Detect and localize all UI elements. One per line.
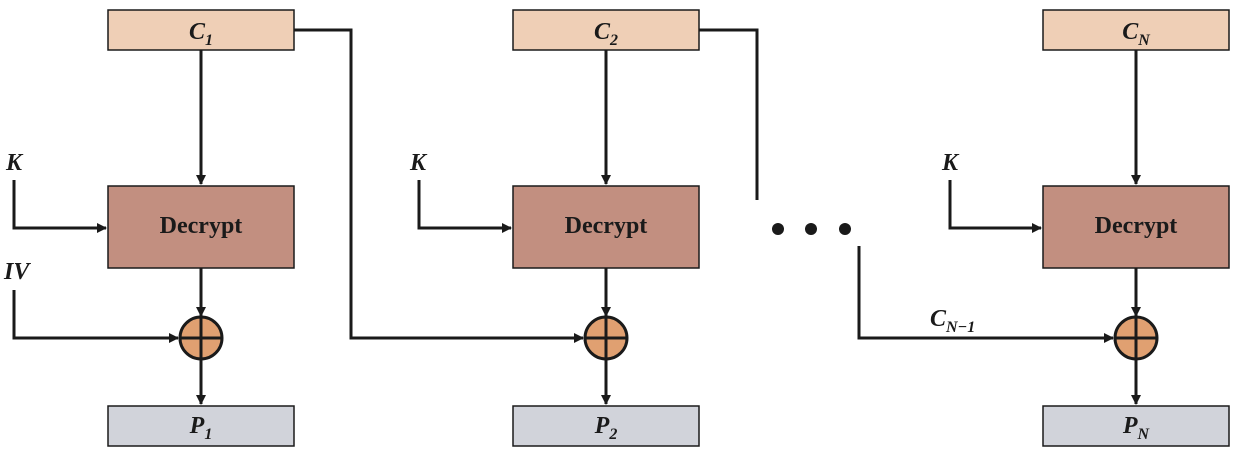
chain-arrow-c1-to-xor-2	[294, 28, 584, 343]
plaintext-label-n: PN	[1122, 413, 1151, 443]
iv-arrow	[12, 290, 179, 343]
key-arrow-2	[417, 180, 512, 233]
ciphertext-block-2	[512, 9, 700, 51]
plaintext-label-2: P2	[594, 413, 618, 443]
chain-arrow-cn-1-to-xor-n	[857, 246, 1114, 343]
decrypt-block-2	[512, 185, 700, 269]
decrypt-block-1	[107, 185, 295, 269]
ciphertext-label-n: CN	[1122, 19, 1151, 49]
xor-icon-2	[583, 315, 629, 361]
decrypt-label-n: Decrypt	[1095, 213, 1178, 239]
chain-line-c2-out	[699, 28, 759, 200]
ciphertext-block-1	[107, 9, 295, 51]
plaintext-block-2	[512, 405, 700, 447]
key-label-1: K	[5, 150, 24, 176]
stage-1: C1 K Decrypt IV P1	[3, 9, 584, 447]
chain-label-cn-1: CN−1	[930, 306, 975, 336]
ciphertext-label-1: C1	[189, 19, 213, 49]
decrypt-label-2: Decrypt	[565, 213, 648, 239]
key-label-2: K	[409, 150, 428, 176]
stage-n: CN K Decrypt CN−1 PN	[857, 9, 1230, 447]
xor-icon-n	[1113, 315, 1159, 361]
key-label-n: K	[941, 150, 960, 176]
decrypt-block-n	[1042, 185, 1230, 269]
plaintext-label-1: P1	[189, 413, 213, 443]
ciphertext-label-2: C2	[594, 19, 618, 49]
decrypt-label-1: Decrypt	[160, 213, 243, 239]
iv-label: IV	[3, 259, 31, 285]
key-arrow-n	[948, 180, 1042, 233]
plaintext-block-n	[1042, 405, 1230, 447]
plaintext-block-1	[107, 405, 295, 447]
ellipsis-dots	[772, 223, 851, 235]
stage-2: C2 K Decrypt P2	[409, 9, 759, 447]
xor-icon-1	[178, 315, 224, 361]
key-arrow-1	[12, 180, 107, 233]
